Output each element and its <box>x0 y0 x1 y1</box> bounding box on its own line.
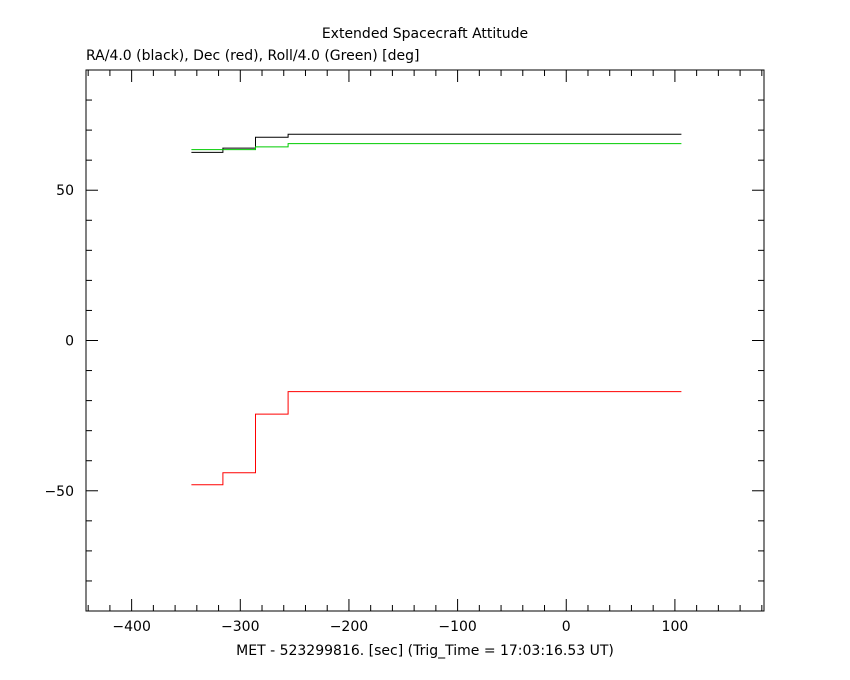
y-tick-label: 0 <box>65 334 74 350</box>
y-tick-label: 50 <box>56 183 74 199</box>
x-axis-ticks: −400 −300 −200 −100 0 100 <box>87 70 763 635</box>
series-layer <box>191 133 682 486</box>
y-axis-ticks: −50 0 50 <box>44 69 764 612</box>
series-line-2 <box>191 391 682 486</box>
x-tick-label: 0 <box>562 619 571 635</box>
series-line-1 <box>191 133 682 153</box>
chart-title: Extended Spacecraft Attitude <box>322 26 528 42</box>
x-tick-label: 100 <box>662 619 689 635</box>
x-axis-label: MET - 523299816. [sec] (Trig_Time = 17:0… <box>236 643 614 659</box>
x-tick-label: −200 <box>330 619 368 635</box>
x-tick-label: −100 <box>438 619 476 635</box>
x-tick-label: −300 <box>221 619 259 635</box>
x-tick-label: −400 <box>112 619 150 635</box>
plot-frame <box>85 69 765 612</box>
chart-subtitle: RA/4.0 (black), Dec (red), Roll/4.0 (Gre… <box>86 48 419 64</box>
y-tick-label: −50 <box>44 484 74 500</box>
series-line-3 <box>191 143 682 151</box>
